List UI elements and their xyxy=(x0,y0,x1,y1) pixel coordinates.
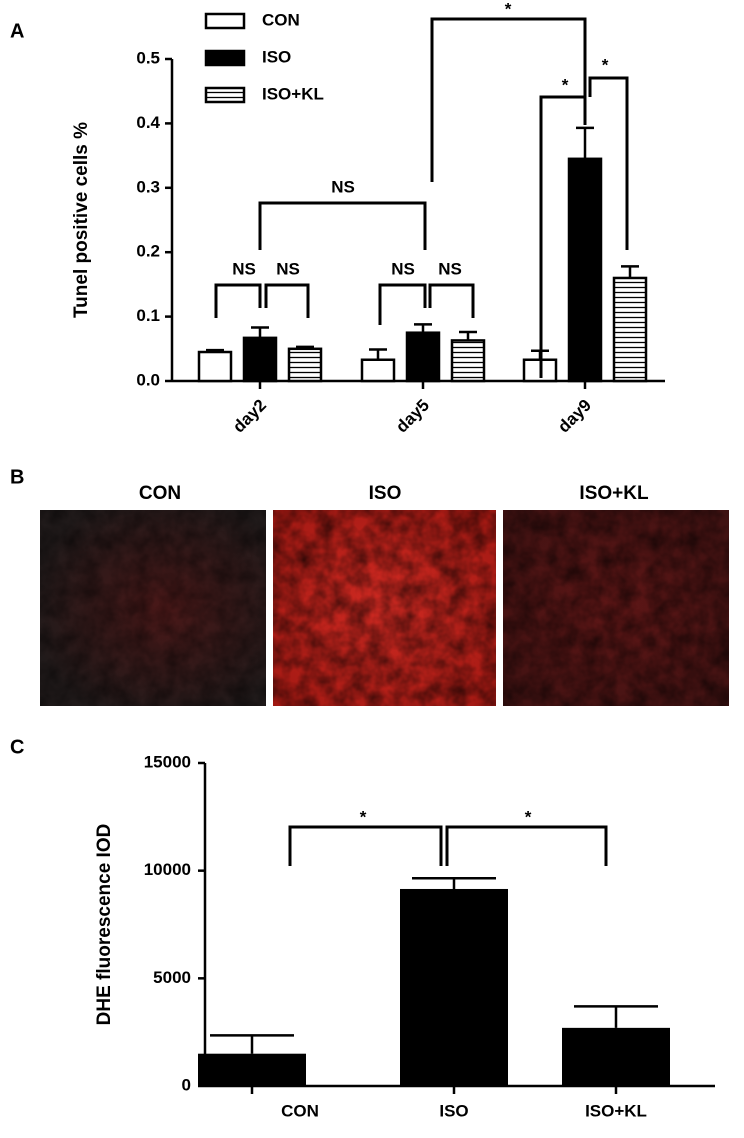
panel-label: A xyxy=(10,20,24,42)
legend-label: ISO+KL xyxy=(262,84,324,103)
y-tick-label: 15000 xyxy=(144,752,191,771)
significance-bracket xyxy=(445,825,608,866)
bar xyxy=(360,358,396,383)
significance-bracket xyxy=(428,283,475,318)
significance-label: NS xyxy=(331,177,355,196)
error-bar xyxy=(210,1034,294,1054)
significance-label: * xyxy=(562,75,569,94)
significance-label: NS xyxy=(438,259,462,278)
significance-bracket xyxy=(588,76,629,250)
y-tick-label: 0.1 xyxy=(136,306,160,325)
x-tick-label: ISO+KL xyxy=(585,1101,647,1120)
error-bar xyxy=(576,126,594,159)
error-bar xyxy=(369,348,387,360)
y-tick-label: 0 xyxy=(182,1075,191,1094)
significance-bracket xyxy=(258,201,427,250)
x-tick-label: day2 xyxy=(229,396,270,437)
bar xyxy=(405,331,441,383)
y-tick-label: 0.2 xyxy=(136,242,160,261)
significance-bracket xyxy=(288,825,443,866)
y-tick-label: 0.4 xyxy=(136,113,160,132)
significance-label: * xyxy=(360,807,367,826)
micrograph xyxy=(273,510,496,706)
significance-bracket xyxy=(539,95,587,378)
legend-swatch xyxy=(204,49,246,67)
bar xyxy=(287,347,323,383)
bar xyxy=(562,1027,670,1086)
error-bar xyxy=(412,876,496,889)
significance-label: * xyxy=(525,807,532,826)
y-tick-label: 0.5 xyxy=(136,48,160,67)
legend-swatch xyxy=(204,12,246,30)
bar xyxy=(400,888,508,1086)
y-tick-label: 10000 xyxy=(144,860,191,879)
y-tick-label: 0.3 xyxy=(136,177,160,196)
panel-label: C xyxy=(10,736,24,758)
y-axis-label: Tunel positive cells % xyxy=(71,122,92,318)
significance-bracket xyxy=(430,17,587,182)
x-tick-label: day5 xyxy=(392,396,433,437)
error-bar xyxy=(414,323,432,333)
micrograph xyxy=(503,510,729,706)
y-tick-label: 0.0 xyxy=(136,370,160,389)
y-axis-label: DHE fluorescence IOD xyxy=(94,824,115,1026)
error-bar xyxy=(621,265,639,278)
image-label: CON xyxy=(139,483,181,504)
error-bar xyxy=(574,1005,658,1028)
significance-label: NS xyxy=(276,259,300,278)
significance-bracket xyxy=(264,283,310,318)
bar xyxy=(567,157,603,383)
x-tick-label: ISO xyxy=(439,1101,468,1120)
bar xyxy=(450,339,486,383)
significance-label: * xyxy=(505,0,512,18)
legend-label: CON xyxy=(262,10,300,29)
image-label: ISO+KL xyxy=(579,483,649,504)
micrograph xyxy=(40,510,266,706)
x-tick-label: day9 xyxy=(554,396,595,437)
legend-swatch xyxy=(204,86,246,104)
significance-label: NS xyxy=(232,259,256,278)
significance-label: NS xyxy=(391,259,415,278)
significance-bracket xyxy=(378,283,427,325)
bar xyxy=(197,350,233,383)
bar xyxy=(612,276,648,383)
bar xyxy=(242,336,278,383)
panel-label: B xyxy=(10,466,24,488)
x-tick-label: CON xyxy=(281,1101,319,1120)
significance-bracket xyxy=(214,283,262,318)
error-bar xyxy=(459,330,477,341)
significance-label: * xyxy=(602,55,609,74)
image-label: ISO xyxy=(369,483,402,504)
y-tick-label: 5000 xyxy=(153,968,191,987)
legend-label: ISO xyxy=(262,47,291,66)
bar xyxy=(198,1053,306,1086)
error-bar xyxy=(251,326,269,338)
